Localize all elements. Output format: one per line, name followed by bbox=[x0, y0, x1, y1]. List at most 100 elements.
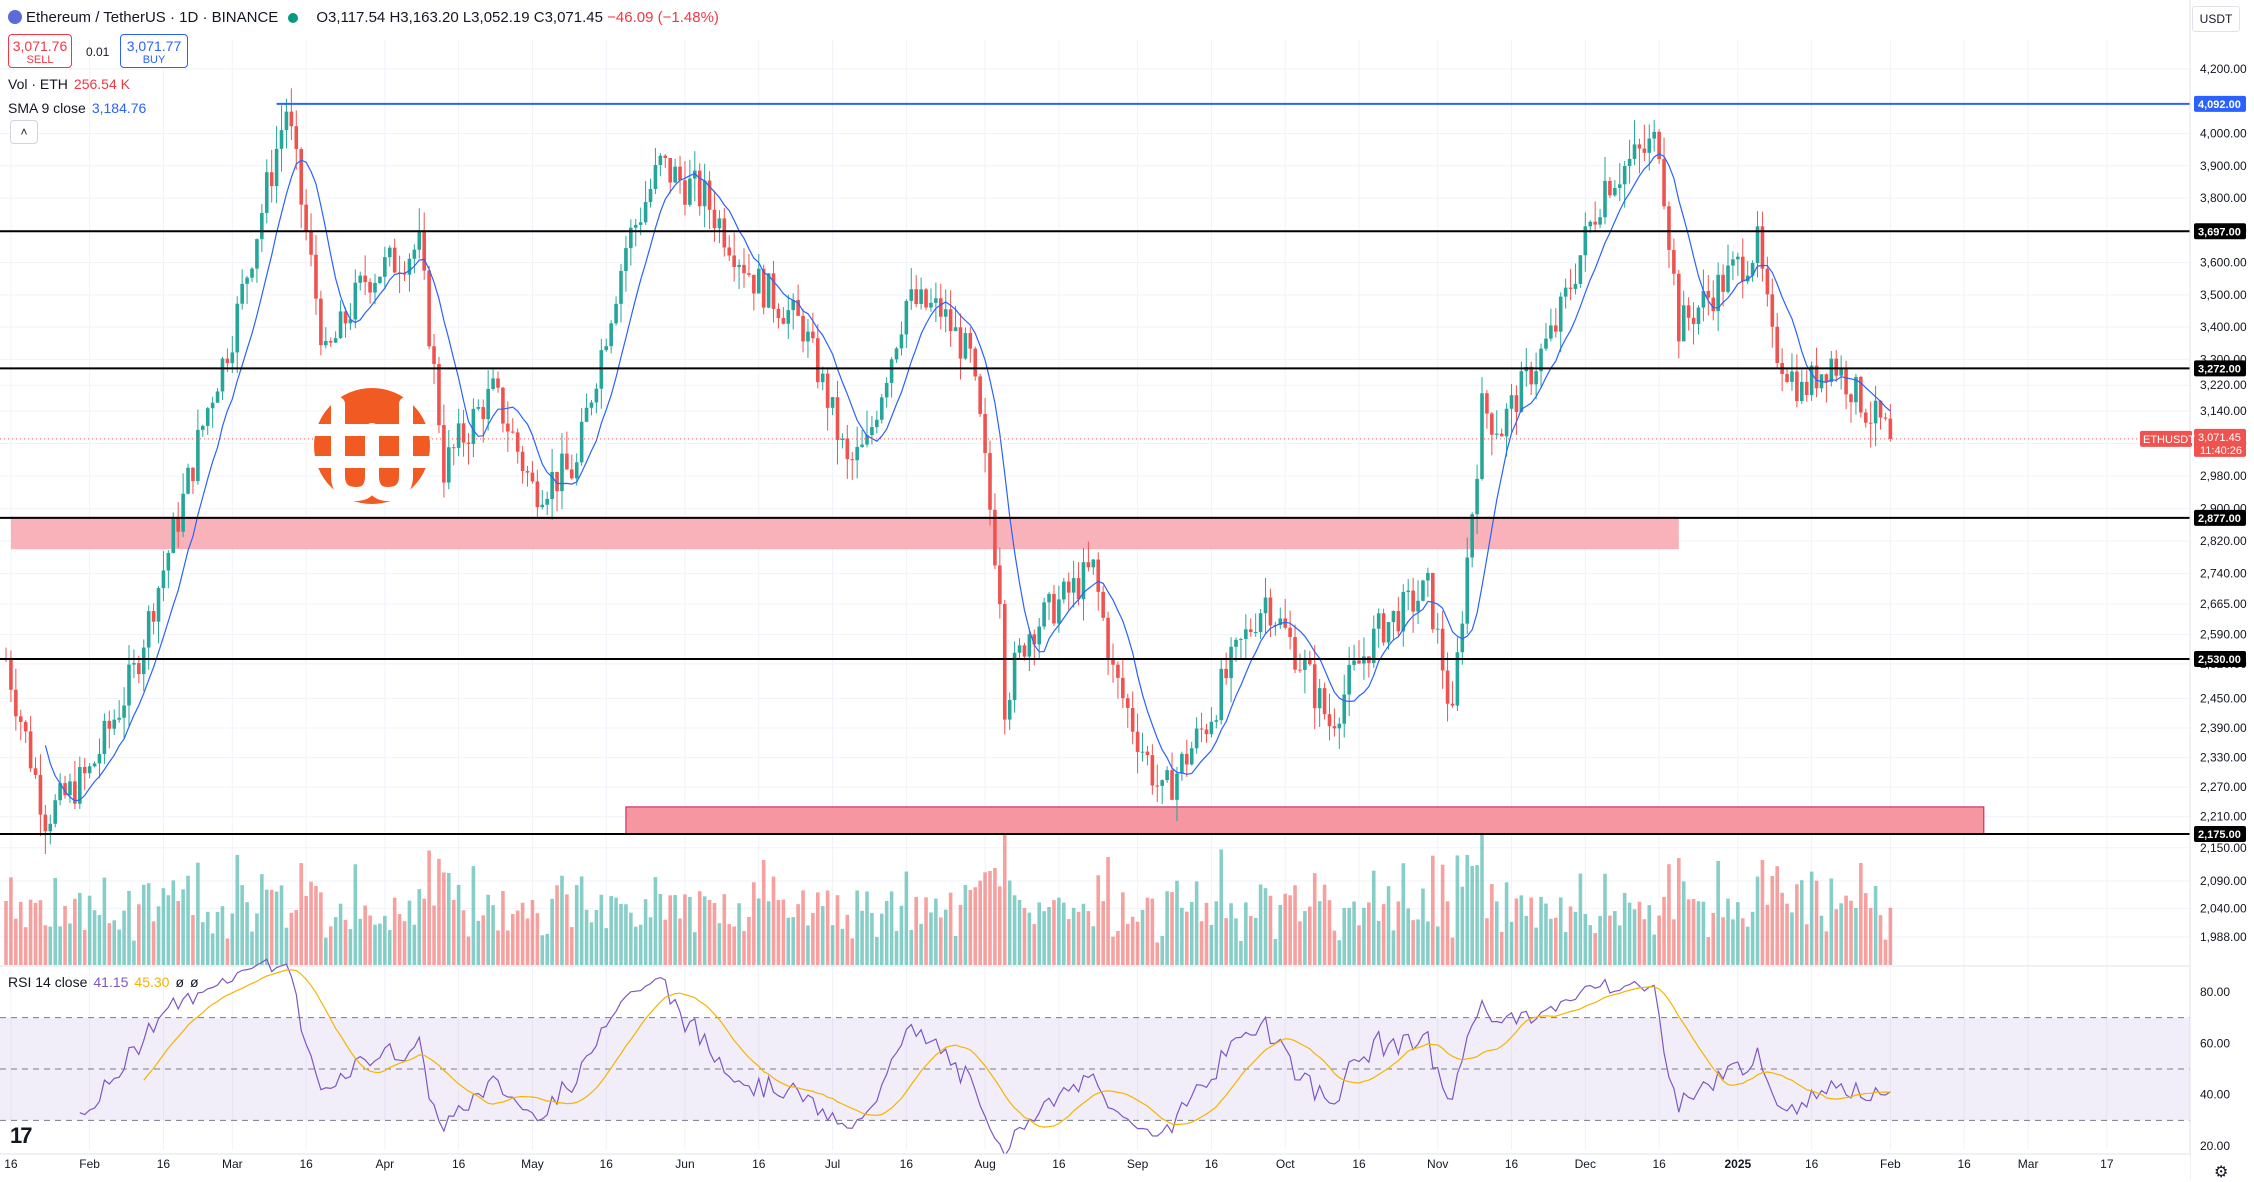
volume-bar bbox=[648, 917, 653, 965]
candle-body bbox=[712, 209, 717, 229]
currency-selector[interactable]: USDT bbox=[2192, 6, 2240, 32]
volume-bar bbox=[132, 940, 136, 965]
candle-body bbox=[92, 763, 97, 767]
candle-body bbox=[240, 283, 244, 304]
candle-body bbox=[860, 444, 864, 447]
volume-bar bbox=[574, 885, 579, 965]
candle-body bbox=[491, 378, 495, 389]
ohlc-change: −46.09 (−1.48%) bbox=[607, 9, 719, 26]
candle-body bbox=[97, 754, 102, 764]
volume-bar bbox=[220, 906, 225, 965]
volume-bar bbox=[1401, 863, 1406, 965]
tradingview-logo-icon[interactable]: 17 bbox=[10, 1123, 33, 1148]
volume-bar bbox=[1337, 940, 1342, 965]
volume-bar bbox=[1263, 888, 1268, 965]
price-tick-label: 3,220.00 bbox=[2200, 378, 2247, 392]
volume-bar bbox=[1480, 835, 1484, 965]
volume-bar bbox=[496, 930, 500, 965]
volume-bar bbox=[14, 918, 18, 965]
buy-button[interactable]: 3,071.77 BUY bbox=[120, 34, 188, 68]
candle-body bbox=[68, 781, 72, 796]
volume-bar bbox=[48, 926, 53, 965]
volume-bar bbox=[33, 902, 38, 965]
candle-body bbox=[1042, 602, 1046, 627]
candle-body bbox=[1795, 371, 1799, 402]
candle-body bbox=[348, 319, 353, 324]
candle-body bbox=[1052, 593, 1056, 624]
candle-body bbox=[1327, 714, 1332, 727]
volume-bar bbox=[1617, 925, 1622, 965]
volume-bar bbox=[535, 913, 540, 965]
watermark-logo-icon bbox=[312, 388, 432, 504]
volume-bar bbox=[732, 926, 736, 965]
candle-body bbox=[1598, 217, 1602, 225]
volume-indicator-legend[interactable]: Vol · ETH 256.54 K bbox=[8, 76, 130, 92]
candle-body bbox=[604, 346, 609, 351]
volume-bar bbox=[196, 862, 200, 965]
volume-bar bbox=[1376, 920, 1381, 965]
candle-body bbox=[269, 172, 274, 187]
volume-bar bbox=[973, 887, 978, 965]
volume-indicator-value: 256.54 K bbox=[73, 76, 130, 92]
sell-button[interactable]: 3,071.76 SELL bbox=[8, 34, 72, 68]
candle-body bbox=[1765, 268, 1770, 295]
volume-bar bbox=[1475, 865, 1479, 965]
candle-body bbox=[1706, 291, 1711, 298]
volume-bar bbox=[629, 912, 633, 965]
volume-bar bbox=[9, 877, 13, 965]
volume-bar bbox=[1450, 937, 1455, 965]
level-price-label: 2,530.00 bbox=[2198, 654, 2241, 666]
candle-body bbox=[1194, 728, 1199, 749]
volume-bar bbox=[1371, 870, 1376, 965]
candle-body bbox=[1657, 131, 1661, 160]
candle-body bbox=[1539, 348, 1543, 372]
candle-body bbox=[1450, 703, 1455, 706]
candle-body bbox=[722, 218, 727, 248]
time-axis-bg bbox=[0, 1154, 2190, 1180]
volume-bar bbox=[1883, 939, 1888, 965]
candle-body bbox=[1037, 626, 1041, 645]
volume-bar bbox=[506, 930, 510, 965]
volume-bar bbox=[663, 919, 668, 965]
level-price-tag bbox=[2194, 651, 2246, 667]
candle-body bbox=[1180, 753, 1184, 774]
volume-bar bbox=[1834, 909, 1839, 965]
candle-body bbox=[1686, 305, 1691, 318]
volume-bar bbox=[338, 903, 343, 965]
candle-body bbox=[191, 467, 195, 482]
volume-bar bbox=[1135, 921, 1140, 965]
candle-body bbox=[456, 423, 461, 448]
volume-bar bbox=[1578, 873, 1583, 965]
candle-body bbox=[638, 222, 643, 225]
volume-bar bbox=[1622, 892, 1627, 965]
candle-body bbox=[1185, 753, 1189, 765]
volume-bar bbox=[176, 901, 180, 965]
volume-bar bbox=[1455, 855, 1460, 965]
candle-body bbox=[14, 689, 18, 717]
candle-body bbox=[1175, 773, 1179, 800]
volume-bar bbox=[151, 921, 156, 965]
gear-icon[interactable]: ⚙ bbox=[2214, 1164, 2229, 1181]
rsi-extra-1: ø bbox=[175, 974, 185, 990]
level-price-tag bbox=[2194, 360, 2246, 377]
ohlc-low: L3,052.19 bbox=[462, 9, 530, 26]
candle-body bbox=[879, 397, 884, 420]
symbol-title[interactable]: Ethereum / TetherUS · 1D · BINANCE bbox=[26, 9, 279, 26]
candle-body bbox=[73, 781, 77, 804]
last-price-symbol-tag bbox=[2140, 430, 2192, 447]
sma-indicator-legend[interactable]: SMA 9 close 3,184.76 bbox=[8, 100, 146, 116]
volume-bar bbox=[1199, 921, 1204, 965]
level-price-tag bbox=[2194, 223, 2246, 240]
volume-bar bbox=[68, 923, 72, 965]
volume-bar bbox=[1047, 906, 1051, 965]
volume-bar bbox=[274, 891, 279, 965]
level-price-label: 3,272.00 bbox=[2198, 363, 2241, 375]
price-tick-label: 2,330.00 bbox=[2200, 751, 2247, 765]
volume-bar bbox=[289, 912, 294, 965]
candle-body bbox=[1583, 226, 1588, 256]
volume-bar bbox=[1672, 919, 1676, 965]
candle-body bbox=[215, 391, 220, 403]
chevron-up-icon[interactable]: ˄ bbox=[10, 120, 38, 144]
rsi-legend[interactable]: RSI 14 close 41.15 45.30 ø ø bbox=[8, 974, 199, 990]
